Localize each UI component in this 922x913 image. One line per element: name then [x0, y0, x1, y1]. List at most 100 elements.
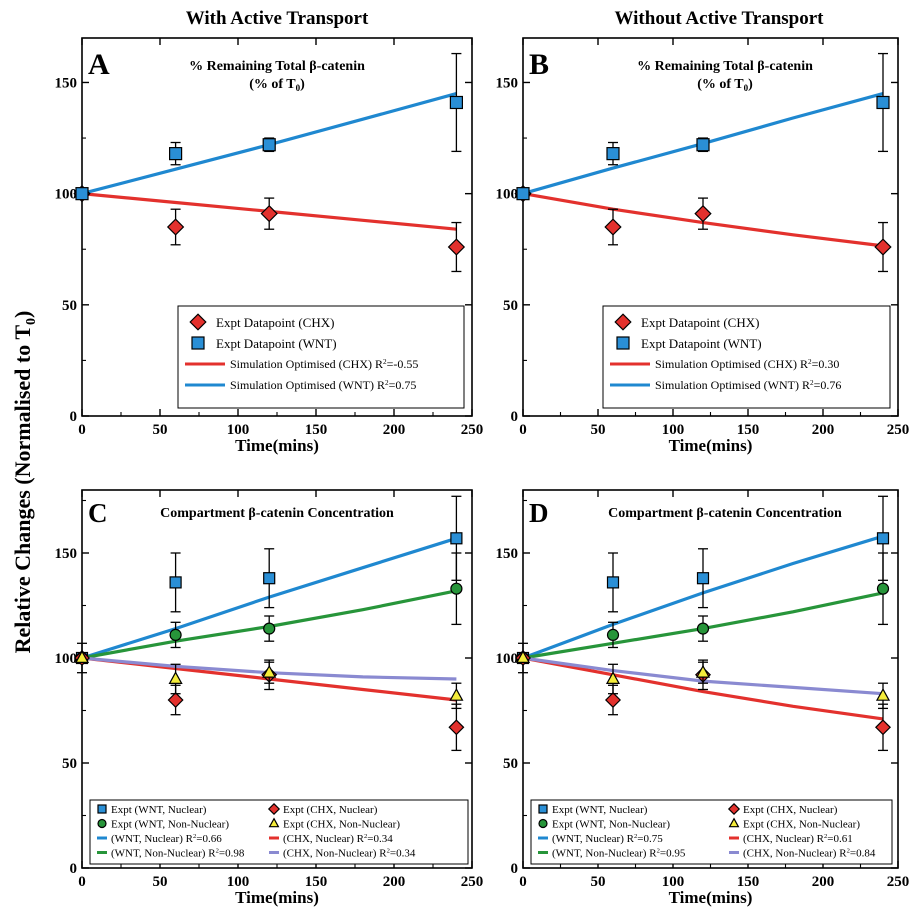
panel-letter: B — [529, 48, 549, 81]
x-tick-label: 150 — [305, 422, 328, 438]
data-point-diamond — [694, 205, 712, 223]
legend-box — [602, 305, 891, 409]
y-tick-label: 0 — [70, 861, 78, 877]
x-tick-label: 200 — [383, 874, 406, 890]
legend-marker-diamond — [267, 802, 281, 816]
x-tick-label: 150 — [305, 874, 328, 890]
legend-marker-diamond — [727, 802, 741, 816]
data-point-square — [516, 187, 530, 201]
x-tick-label: 100 — [227, 422, 250, 438]
legend-marker-square — [191, 336, 205, 350]
x-tick-label: 50 — [153, 874, 168, 890]
data-point-triangle — [262, 664, 277, 678]
data-point-square — [262, 138, 276, 152]
y-tick-label: 100 — [55, 187, 78, 203]
y-tick-label: 50 — [62, 756, 77, 772]
data-point-circle — [450, 582, 463, 595]
data-point-diamond — [604, 218, 622, 236]
legend-label: Expt (CHX, Nuclear) — [743, 804, 838, 816]
data-point-diamond — [605, 692, 621, 708]
panel-title: Compartment β-catenin Concentration — [160, 506, 394, 521]
x-tick-label: 50 — [153, 422, 168, 438]
x-axis-label: Time(mins) — [669, 436, 753, 455]
data-point-square — [606, 147, 620, 161]
panel-title: % Remaining Total β-catenin — [189, 59, 365, 74]
data-point-square — [450, 532, 463, 545]
x-tick-label: 100 — [662, 874, 685, 890]
y-tick-label: 50 — [503, 756, 518, 772]
legend-label: Simulation Optimised (CHX) R2=0.30 — [655, 357, 839, 371]
x-axis-label: Time(mins) — [235, 436, 319, 455]
panel-letter: A — [88, 48, 110, 81]
x-tick-label: 250 — [887, 422, 910, 438]
legend-label: (CHX, Non-Nuclear) R2=0.84 — [743, 848, 876, 860]
data-point-triangle — [605, 671, 621, 685]
data-point-triangle — [449, 687, 464, 701]
data-point-diamond — [875, 719, 891, 736]
legend-marker-square — [97, 804, 107, 814]
data-point-diamond — [260, 205, 278, 223]
data-point-square — [449, 95, 463, 110]
legend-marker-triangle — [728, 817, 740, 828]
panel-b: 0 50 100 150 200 250050100150Time(mins)Withou… — [496, 8, 910, 455]
y-tick-label: 150 — [496, 546, 519, 562]
data-point-square — [696, 138, 710, 152]
x-tick-label: 200 — [383, 422, 406, 438]
data-point-triangle — [875, 687, 891, 701]
legend-label: Simulation Optimised (CHX) R2=-0.55 — [230, 357, 418, 371]
legend-label: Expt (WNT, Nuclear) — [111, 804, 207, 816]
legend-label: Expt (WNT, Nuclear) — [552, 804, 648, 816]
data-point-diamond — [167, 692, 184, 708]
legend-label: (WNT, Non-Nuclear) R2=0.98 — [111, 848, 245, 860]
data-point-triangle — [74, 650, 90, 664]
x-axis-label: Time(mins) — [669, 888, 753, 907]
data-point-circle — [876, 582, 890, 595]
data-point-circle — [263, 622, 276, 635]
x-tick-label: 0 — [519, 422, 527, 438]
data-point-diamond — [874, 238, 892, 256]
x-tick-label: 150 — [737, 874, 760, 890]
x-tick-label: 250 — [887, 874, 910, 890]
data-point-circle — [696, 622, 710, 635]
x-axis-label: Time(mins) — [235, 888, 319, 907]
data-point-circle — [606, 628, 620, 642]
y-tick-label: 150 — [55, 75, 78, 91]
legend-marker-circle — [538, 818, 548, 829]
x-tick-label: 200 — [812, 874, 835, 890]
data-point-square — [696, 572, 710, 585]
legend-label: (WNT, Nuclear) R2=0.75 — [552, 833, 663, 845]
panel-title: Compartment β-catenin Concentration — [608, 506, 842, 521]
y-tick-label: 0 — [70, 409, 78, 425]
data-point-diamond — [166, 218, 185, 236]
legend-label: Expt (WNT, Non-Nuclear) — [552, 819, 670, 831]
data-point-triangle — [515, 650, 531, 664]
x-tick-label: 0 — [519, 874, 527, 890]
x-tick-label: 0 — [78, 874, 86, 890]
y-tick-label: 50 — [62, 298, 77, 314]
legend-label: (CHX, Non-Nuclear) R2=0.34 — [283, 848, 416, 860]
x-tick-label: 50 — [591, 874, 606, 890]
x-tick-label: 250 — [461, 422, 484, 438]
y-axis-label: Relative Changes (Normalised to T0) — [10, 311, 39, 654]
legend-label: (WNT, Non-Nuclear) R2=0.95 — [552, 848, 686, 860]
data-point-diamond — [448, 719, 465, 736]
legend-label: Simulation Optimised (WNT) R2=0.75 — [230, 378, 416, 392]
panel-title: % Remaining Total β-catenin — [637, 59, 813, 74]
legend-label: (CHX, Nuclear) R2=0.61 — [743, 833, 853, 845]
y-tick-label: 100 — [55, 651, 78, 667]
legend-label: Expt Datapoint (WNT) — [216, 336, 337, 351]
y-tick-label: 100 — [496, 651, 519, 667]
y-tick-label: 150 — [55, 546, 78, 562]
data-point-triangle — [168, 671, 183, 685]
y-tick-label: 0 — [511, 409, 519, 425]
legend-marker-circle — [97, 818, 107, 829]
legend-label: Expt Datapoint (CHX) — [216, 315, 334, 330]
data-point-square — [169, 576, 182, 589]
data-point-circle — [169, 628, 182, 642]
series-line-red — [522, 656, 884, 721]
data-point-square — [169, 147, 183, 161]
